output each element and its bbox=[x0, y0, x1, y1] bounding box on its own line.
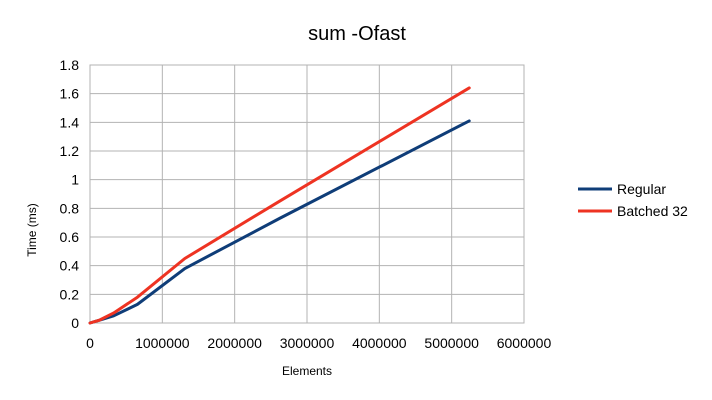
y-tick-label: 0.2 bbox=[60, 286, 80, 302]
x-tick-label: 3000000 bbox=[280, 335, 335, 351]
y-tick-label: 0.6 bbox=[60, 229, 80, 245]
x-tick-label: 0 bbox=[86, 335, 94, 351]
y-axis-ticks: 0 0.2 0.4 0.6 0.8 1 1.2 1.4 1.6 1.8 bbox=[60, 57, 80, 331]
x-tick-label: 2000000 bbox=[207, 335, 262, 351]
y-tick-label: 0 bbox=[71, 315, 79, 331]
x-tick-label: 5000000 bbox=[424, 335, 479, 351]
plot-border bbox=[89, 64, 525, 324]
legend-label: Regular bbox=[617, 181, 666, 197]
y-tick-label: 0.4 bbox=[60, 258, 80, 274]
x-axis-title: Elements bbox=[282, 364, 332, 378]
y-tick-label: 1.4 bbox=[60, 114, 80, 130]
plot-area bbox=[89, 64, 525, 324]
y-axis-title: Time (ms) bbox=[25, 203, 39, 257]
series-lines bbox=[88, 86, 471, 325]
x-tick-label: 4000000 bbox=[352, 335, 407, 351]
chart-title: sum -Ofast bbox=[308, 23, 406, 45]
legend-label: Batched 32 bbox=[617, 203, 688, 219]
legend: Regular Batched 32 bbox=[578, 181, 688, 219]
x-tick-label: 6000000 bbox=[497, 335, 552, 351]
y-tick-label: 1.6 bbox=[60, 86, 80, 102]
y-tick-label: 0.8 bbox=[60, 200, 80, 216]
y-tick-label: 1.2 bbox=[60, 143, 80, 159]
y-tick-label: 1 bbox=[71, 172, 79, 188]
series-line-batched-32 bbox=[88, 86, 471, 325]
y-tick-label: 1.8 bbox=[60, 57, 80, 73]
x-axis-ticks: 0 1000000 2000000 3000000 4000000 5000000 6000… bbox=[86, 335, 551, 351]
x-tick-label: 1000000 bbox=[135, 335, 190, 351]
